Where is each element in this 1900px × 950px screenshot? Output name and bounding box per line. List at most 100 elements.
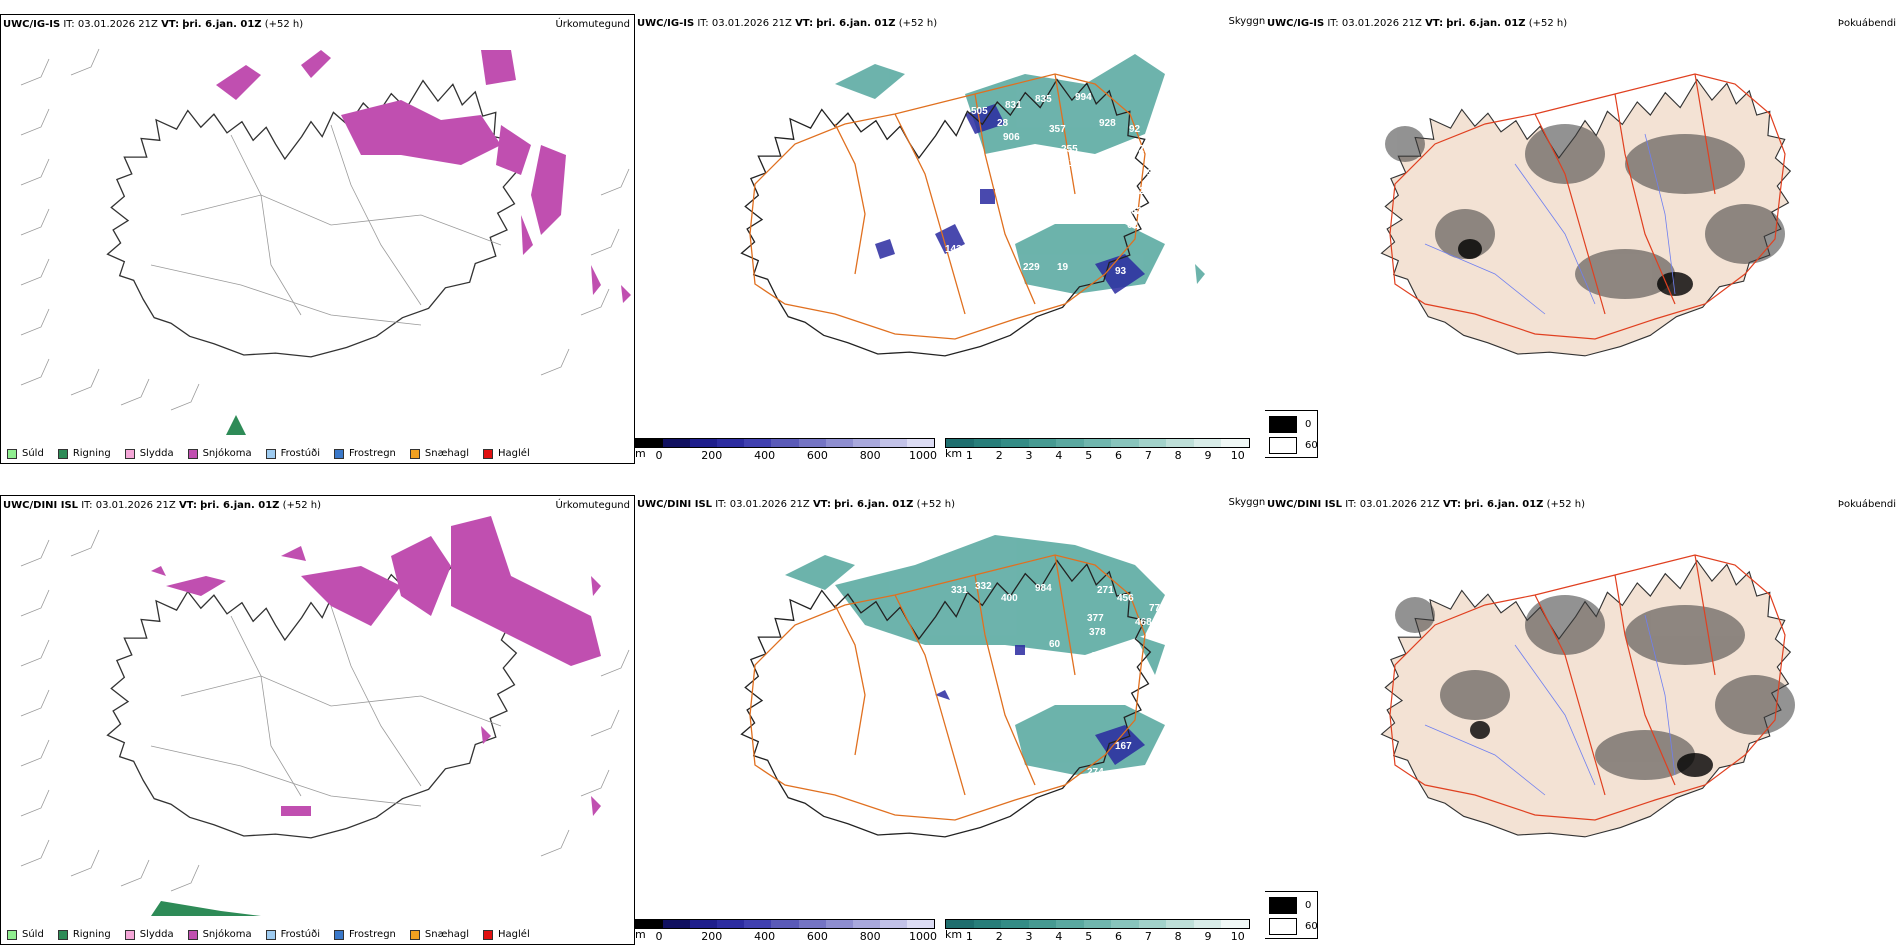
colorbar-tick: 6 [1115,449,1122,462]
cloud-number: 92 [1129,124,1141,135]
colorbar-tick: 3 [1025,930,1033,943]
panel-title: UWC/IG-IS IT: 03.01.2026 21Z VT: þri. 6.… [3,19,304,30]
cloud-number: 984 [1035,583,1052,594]
colorbar-tick: 200 [701,449,723,462]
visibility-colorbar: 1 2 3 4 5 6 7 8 9 10 km [945,919,1250,945]
colorbar-cell [879,920,907,928]
colorbar-cell [1221,439,1250,447]
panel-title: UWC/IG-IS IT: 03.01.2026 21Z VT: þri. 6.… [1267,18,1568,29]
cloud-title: Skyggni [1228,497,1268,508]
panel-title: UWC/DINI ISL IT: 03.01.2026 21Z VT: þri.… [1267,499,1586,510]
cloud-number: 22 [933,110,945,121]
cloud-number: 21 [1139,186,1151,197]
legend-item-hagl: Haglél [483,448,530,459]
visibility-colorbar-cells [945,438,1250,448]
swatch-rigning [57,929,68,940]
legend-item-snaehagl: Snæhagl [409,929,469,940]
cloud-number: 456 [1117,593,1134,604]
cloud-number: 36 [1091,651,1103,662]
colorbar-cell [879,439,907,447]
swatch-snjokoma [187,929,198,940]
colorbar-cell [906,920,935,928]
legend-item-snaehagl: Snæhagl [409,448,469,459]
cloud-number: 167 [1115,741,1132,752]
fog-title: Þokuábendi [1837,18,1896,29]
colorbar-tick: 4 [1055,449,1063,462]
swatch-sudl [7,448,17,459]
colorbar-cell [825,439,853,447]
colorbar-tick: 3 [1025,449,1033,462]
legend-item-frostudi: Frostúði [265,929,320,940]
swatch-frostregn [334,448,344,459]
fog-swatch-white [1269,918,1297,935]
colorbar-cell [771,920,799,928]
cloud-number: 02 [1127,220,1139,231]
colorbar-tick: 2 [995,449,1003,462]
legend-item-snjokoma: Snjókoma [187,448,252,459]
swatch-frostudi [265,448,276,459]
colorbar-tick: 800 [859,449,881,462]
fog-map [1380,73,1791,357]
swatch-hagl [483,929,494,940]
colorbar-cell [690,920,718,928]
cloud-number: 93 [1115,266,1127,277]
swatch-rigning [57,448,68,459]
colorbar-tick: 600 [806,930,828,943]
colorbar-cell [1028,439,1057,447]
cloud-title: Skyggni [1228,16,1268,27]
ceiling-colorbar: 0 200 400 600 800 1000 m [635,919,938,945]
ceiling-colorbar-cells [635,919,935,929]
fog-legend-row: 0 [1269,897,1311,914]
cloud-number: 357 [1049,124,1066,135]
ceiling-colorbar-cells [635,438,935,448]
cloud-number: 60 [1049,639,1061,650]
precip-type-title: Úrkomutegund [555,19,630,30]
fog-legend: 0 60 [1265,410,1318,458]
fog-legend-row: 60 [1269,918,1318,935]
colorbar-tick: 200 [701,930,723,943]
colorbar-cell [1001,439,1029,447]
legend-item-slydda: Slydda [124,929,174,940]
colorbar-cell [1083,439,1112,447]
colorbar-cell [1028,920,1057,928]
colorbar-cell [663,439,691,447]
colorbar-tick: 1 [965,449,973,462]
fog-legend-row: 0 [1269,416,1311,433]
colorbar-tick: 6 [1115,930,1122,943]
colorbar-tick: 2 [995,930,1003,943]
fog-swatch-black [1269,416,1297,433]
ceiling-colorbar: 0 200 400 600 800 1000 m [635,438,937,464]
colorbar-tick: 7 [1144,449,1152,462]
colorbar-tick: 8 [1174,449,1182,462]
panel-title: UWC/IG-IS IT: 03.01.2026 21Z VT: þri. 6.… [637,18,938,29]
legend-item-hagl: Haglél [483,929,530,940]
swatch-snaehagl [409,448,420,459]
visibility-unit: km [945,928,963,941]
colorbar-cell [946,439,974,447]
swatch-frostudi [265,929,276,940]
swatch-frostregn [334,929,344,940]
cloud-number: 30 [1175,617,1187,628]
cloud-number: 271 [1097,585,1114,596]
swatch-snjokoma [187,448,198,459]
colorbar-cell [946,920,974,928]
fog-panel-row2: UWC/DINI ISL IT: 03.01.2026 21Z VT: þri.… [1265,495,1900,945]
precip-map [20,516,630,916]
cloud-number: 331 [951,585,968,596]
panel-title: UWC/DINI ISL IT: 03.01.2026 21Z VT: þri.… [3,500,322,511]
cloud-number: 12 [1069,158,1081,169]
cloud-map: 331 332 400 984 271 456 77 377 468 378 3… [740,535,1187,838]
cloud-number: 400 [1001,593,1018,604]
legend-item-frostregn: Frostregn [334,448,396,459]
colorbar-cell [1138,439,1167,447]
fog-panel-row1: UWC/IG-IS IT: 03.01.2026 21Z VT: þri. 6.… [1265,14,1900,464]
cloud-map: 40 22 376 505 831 835 994 28 906 357 928… [740,54,1205,357]
colorbar-cell [1166,920,1194,928]
ceiling-colorbar-ticks: 0 200 400 600 800 1000 [635,929,938,943]
colorbar-cell [690,439,718,447]
legend-item-sudl: Súld [7,448,44,459]
swatch-slydda [124,448,135,459]
cloud-number: 62 [1131,206,1143,217]
cloud-number: 28 [997,118,1009,129]
cloud-number: 13 [963,234,975,245]
